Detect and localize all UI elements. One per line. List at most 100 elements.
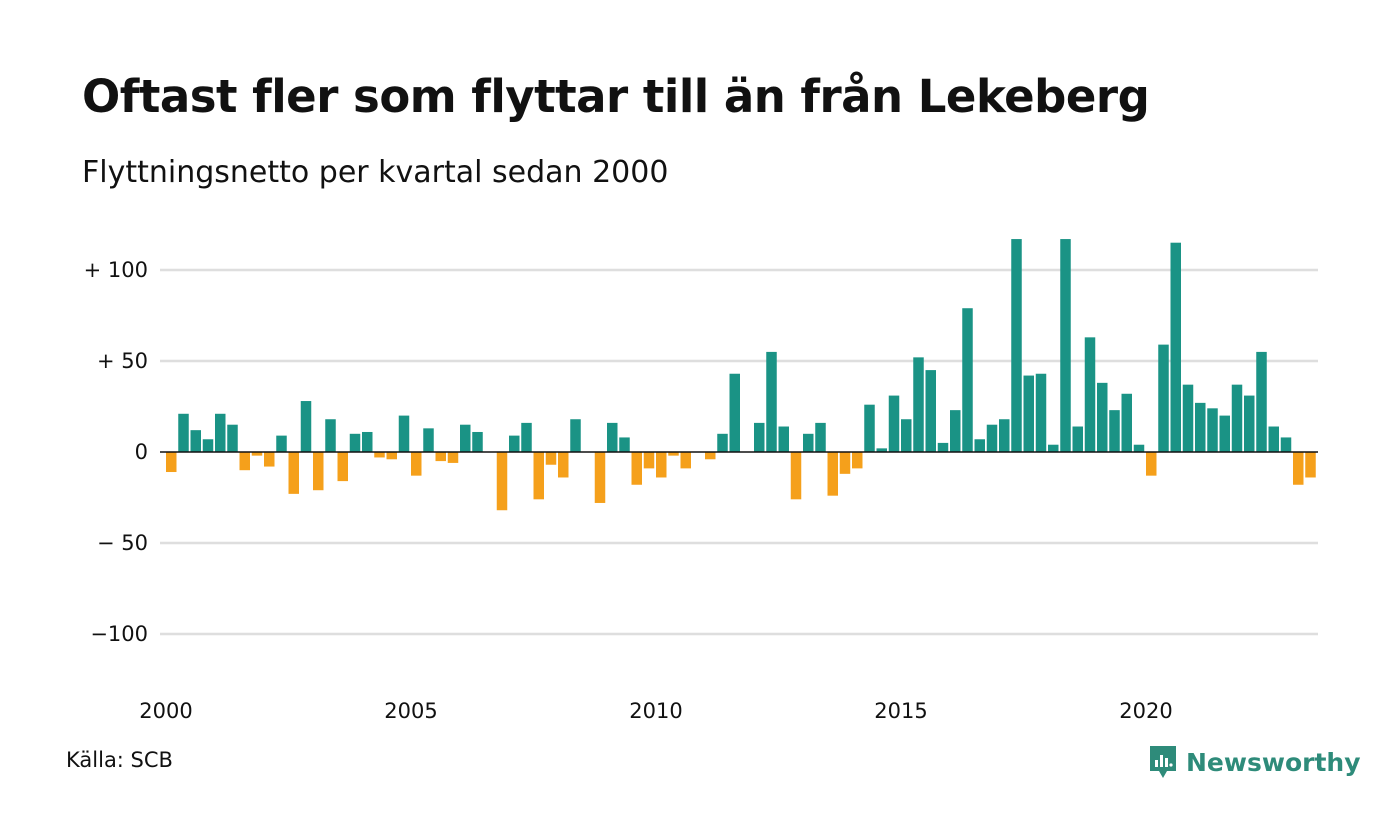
bar: 2021 Q3: 20 [1219,415,1230,452]
bar: 2003 Q1: -21 [313,452,324,491]
bar: 2019 Q1: 38 [1097,382,1108,452]
bar: 2023 Q2: -14 [1305,452,1316,478]
bar: 2019 Q3: 32 [1121,393,1132,452]
bar: 2008 Q2: 18 [570,419,581,452]
bar: 2001 Q4: -2 [251,452,263,456]
bar: 2005 Q1: -13 [411,452,422,476]
bar: 2012 Q2: 55 [766,351,777,452]
bar: 2016 Q2: 79 [962,308,973,452]
bar: 2015 Q2: 52 [913,357,924,452]
bar: 2008 Q4: -28 [594,452,606,503]
y-tick-label: + 50 [97,349,148,373]
bar: 2014 Q2: 26 [864,404,875,452]
chart-title: Oftast fler som flyttar till än från Lek… [82,70,1150,123]
bar: 2020 Q4: 37 [1182,384,1194,452]
bar: 2015 Q1: 18 [901,419,912,452]
bar: 2005 Q3: -5 [435,452,446,462]
bar: 2010 Q3: -9 [680,452,691,469]
bar: 2007 Q1: 9 [509,435,520,452]
bar: 2019 Q4: 4 [1133,444,1145,452]
x-tick-label: 2005 [384,699,437,723]
bar: 2007 Q4: -7 [545,452,557,465]
bar: 2009 Q1: 16 [607,422,618,452]
bar: 2009 Q4: -9 [643,452,655,469]
bar: 2017 Q4: 43 [1035,373,1047,452]
bar: 2013 Q1: 10 [803,433,814,452]
bar: 2022 Q4: 8 [1280,437,1292,452]
bar: 2004 Q4: 20 [398,415,410,452]
bar: 2022 Q3: 14 [1268,426,1279,452]
bar: 2000 Q3: 12 [190,430,201,452]
bar: 2020 Q2: 59 [1158,344,1169,452]
bar: 2011 Q1: -4 [705,452,716,460]
bar: 2012 Q1: 16 [754,422,765,452]
bar: 2023 Q1: -18 [1293,452,1304,485]
bar: 2005 Q4: -6 [447,452,459,463]
bar: 2002 Q1: -8 [264,452,275,467]
bar: 2015 Q3: 45 [925,370,936,452]
bar: 2021 Q2: 24 [1207,408,1218,452]
y-tick-label: 0 [135,440,148,464]
bar: 2007 Q2: 16 [521,422,532,452]
bar: 2020 Q3: 115 [1170,242,1181,452]
bar: 2009 Q2: 8 [619,437,630,452]
bar: 2013 Q3: -24 [827,452,838,496]
bar: 2013 Q4: -12 [839,452,851,474]
bar: 2016 Q4: 15 [986,424,998,452]
y-axis-labels: + 100 + 50 0 − 50 −100 [84,258,148,646]
bar: 2000 Q4: 7 [202,439,214,452]
bar: 2014 Q4: 31 [888,395,900,452]
bar: 2009 Q3: -18 [631,452,642,485]
bar: 2003 Q4: 10 [349,433,361,452]
bar: 2003 Q3: -16 [337,452,348,482]
bar: 2002 Q3: -23 [288,452,299,494]
bar: 2008 Q1: -14 [558,452,569,478]
brand-name: Newsworthy [1186,747,1361,777]
bar: 2017 Q2: 117 [1011,239,1022,452]
bar: 2011 Q2: 10 [717,433,728,452]
bar: 2019 Q2: 23 [1109,410,1120,452]
bar: 2010 Q1: -14 [656,452,667,478]
bar: 2006 Q1: 15 [460,424,471,452]
bar: 2002 Q2: 9 [276,435,287,452]
bar: 2012 Q3: 14 [778,426,789,452]
bar: 2013 Q2: 16 [815,422,826,452]
bar: 2004 Q3: -4 [386,452,397,460]
bar: 2006 Q2: 11 [472,431,483,452]
bar: 2015 Q4: 5 [937,442,949,452]
x-tick-label: 2015 [874,699,927,723]
bar: 2017 Q1: 18 [999,419,1010,452]
bar: 2000 Q1: -11 [166,452,177,473]
bar: 2004 Q2: -3 [374,452,385,458]
bar: 2022 Q2: 55 [1256,351,1267,452]
bar: 2001 Q2: 15 [227,424,238,452]
x-tick-label: 2010 [629,699,682,723]
bar: 2001 Q1: 21 [215,413,226,452]
newsworthy-chart-bubble-icon [1150,746,1176,778]
bar: 2011 Q3: 43 [729,373,740,452]
bar: 2018 Q4: 63 [1084,337,1096,452]
bar: 2006 Q4: -32 [496,452,508,511]
chart-subtitle: Flyttningsnetto per kvartal sedan 2000 [82,155,669,190]
y-tick-label: − 50 [97,531,148,555]
bar: 2002 Q4: 28 [300,401,312,452]
x-tick-label: 2020 [1119,699,1172,723]
gridlines [160,268,1318,636]
bar: 2003 Q2: 18 [325,419,336,452]
bar: 2007 Q3: -26 [533,452,544,500]
y-tick-label: + 100 [84,258,148,282]
bar: 2016 Q1: 23 [950,410,961,452]
bar: 2018 Q1: 4 [1048,444,1059,452]
bar: 2010 Q2: -2 [668,452,679,456]
bar: 2020 Q1: -13 [1146,452,1157,476]
bar: 2001 Q3: -10 [239,452,250,471]
bars: 2000 Q1: -112000 Q2: 212000 Q3: 122000 Q… [166,239,1316,511]
bar: 2014 Q1: -9 [852,452,863,469]
bar: 2000 Q2: 21 [178,413,189,452]
bar: 2022 Q1: 31 [1244,395,1255,452]
bar: 2004 Q1: 11 [362,431,373,452]
bar: 2017 Q3: 42 [1023,375,1034,452]
y-tick-label: −100 [90,622,148,646]
bar: 2005 Q2: 13 [423,428,434,452]
